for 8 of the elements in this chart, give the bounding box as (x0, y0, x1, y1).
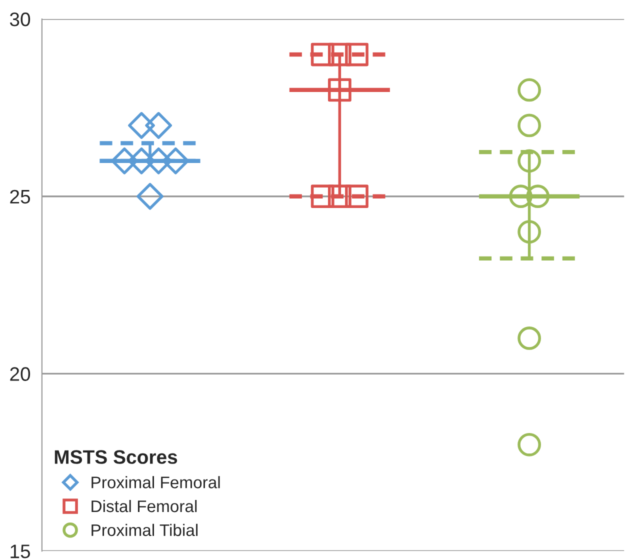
y-tick-label: 15 (10, 544, 30, 558)
legend-label: Distal Femoral (92, 500, 197, 512)
legend-title: MSTS Scores (54, 450, 178, 464)
legend-label: Proximal Tibial (92, 524, 198, 536)
y-tick-label: 25 (10, 190, 30, 204)
y-tick-label: 20 (10, 367, 30, 381)
y-tick-label: 30 (10, 12, 30, 26)
legend-label: Proximal Femoral (92, 476, 220, 488)
